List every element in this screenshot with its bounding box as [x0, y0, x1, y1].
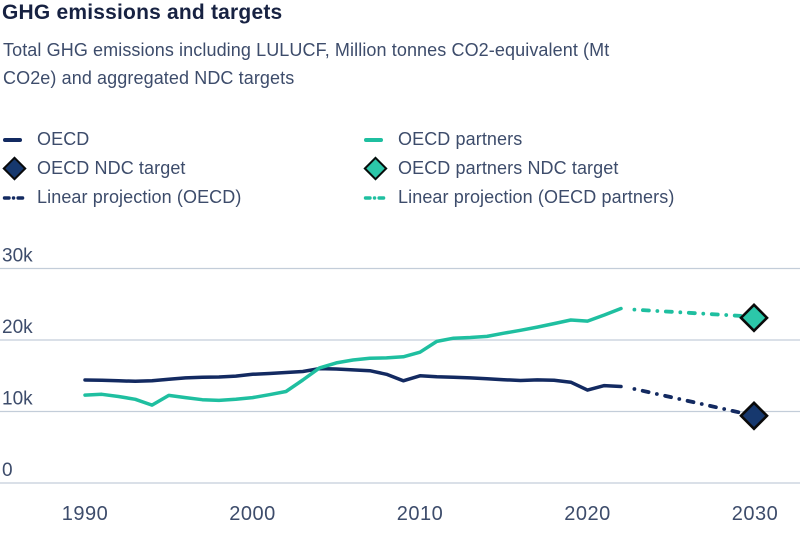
legend-dotted-line-swatch-icon — [363, 195, 390, 200]
chart-subtitle: Total GHG emissions including LULUCF, Mi… — [3, 36, 609, 92]
x-axis-tick-label: 2030 — [732, 503, 779, 525]
series-line-oecd — [83, 366, 623, 392]
legend-dotted-line-swatch-icon — [2, 195, 29, 200]
legend-line-swatch-icon — [3, 137, 22, 142]
chart-title: GHG emissions and targets — [2, 1, 283, 24]
legend-item-oecd[interactable]: OECD — [2, 125, 241, 154]
legend-item-label: OECD — [37, 129, 90, 149]
x-axis-tick-label: 2020 — [564, 503, 611, 525]
legend-item-label: OECD partners — [398, 129, 523, 149]
legend-item-oecd-partners[interactable]: OECD partners — [363, 125, 674, 154]
chart-subtitle-line-1: Total GHG emissions including LULUCF, Mi… — [3, 40, 610, 60]
legend-item-linear-projection-oecd-partners[interactable]: Linear projection (OECD partners) — [363, 183, 674, 212]
legend-column-left: OECD OECD NDC target Linear projection (OE… — [2, 125, 241, 212]
oecd-ndc-target-diamond — [739, 400, 769, 431]
legend-item-label: OECD partners NDC target — [398, 158, 619, 178]
oecd-partners-ndc-target-diamond — [739, 302, 769, 333]
chart-subtitle-line-2: CO2e) and aggregated NDC targets — [3, 68, 295, 88]
legend-item-linear-projection-oecd[interactable]: Linear projection (OECD) — [2, 183, 241, 212]
x-axis-tick-label: 1990 — [62, 503, 109, 525]
legend-item-oecd-ndc-target[interactable]: OECD NDC target — [2, 154, 241, 183]
y-axis-tick-label: 0 — [2, 460, 13, 481]
x-axis-tick-label: 2010 — [397, 503, 444, 525]
linear-projection-oecd-partners — [632, 307, 746, 318]
legend-item-label: Linear projection (OECD partners) — [398, 187, 675, 207]
linear-projection-oecd — [632, 387, 746, 416]
legend-line-swatch-icon — [364, 137, 383, 142]
legend-item-oecd-partners-ndc-target[interactable]: OECD partners NDC target — [363, 154, 674, 183]
legend-item-label: Linear projection (OECD) — [37, 187, 242, 207]
x-axis-tick-label: 2000 — [229, 503, 276, 525]
y-axis-tick-label: 20k — [2, 317, 33, 338]
series-line-oecd-partners — [83, 306, 623, 407]
legend-item-label: OECD NDC target — [37, 158, 186, 178]
y-axis-tick-label: 10k — [2, 389, 33, 410]
legend-column-right: OECD partners OECD partners NDC target Lin… — [363, 125, 674, 212]
y-axis-tick-label: 30k — [2, 246, 33, 267]
